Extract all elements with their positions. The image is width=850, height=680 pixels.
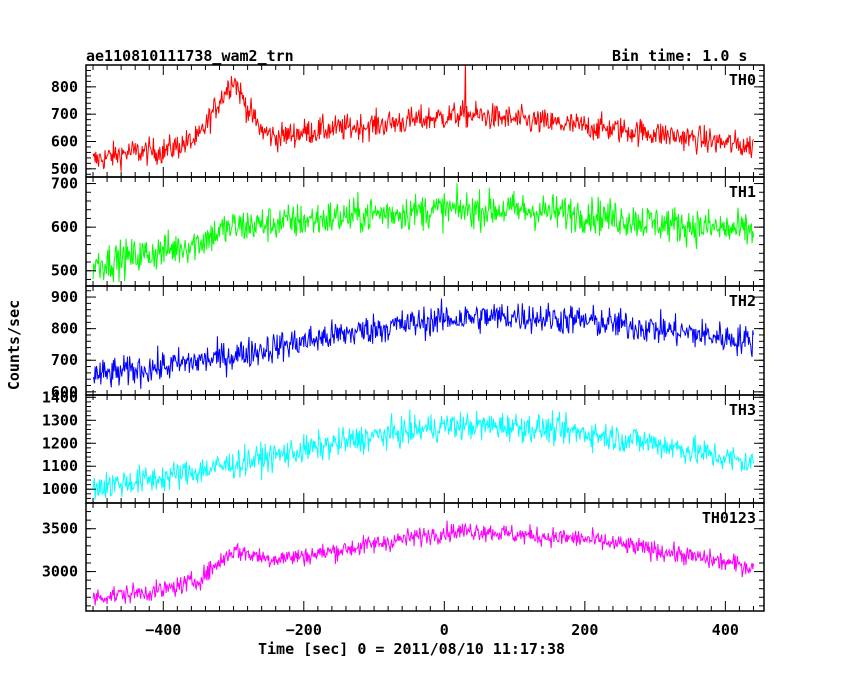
y-tick-label: 700 xyxy=(51,105,78,123)
y-axis-label: Counts/sec xyxy=(5,299,23,391)
series-th2 xyxy=(92,298,754,389)
y-tick-label: 1400 xyxy=(42,388,78,406)
y-tick-label: 700 xyxy=(51,351,78,369)
y-tick-label: 1000 xyxy=(42,480,78,498)
series-th3 xyxy=(92,409,754,500)
chart-title: ae110810111738_wam2_trn xyxy=(86,47,294,65)
y-tick-label: 3500 xyxy=(42,520,78,538)
panel-label-th2: TH2 xyxy=(729,292,756,310)
y-tick-label: 700 xyxy=(51,175,78,193)
y-tick-label: 600 xyxy=(51,383,78,401)
series-th1 xyxy=(92,183,754,283)
y-tick-label: 1300 xyxy=(42,411,78,429)
panel-frame-th0123 xyxy=(85,502,765,612)
y-tick-label: 3000 xyxy=(42,563,78,581)
x-tick-label: −400 xyxy=(145,621,181,639)
y-tick-label: 900 xyxy=(51,288,78,306)
panel-label-th1: TH1 xyxy=(729,183,756,201)
y-tick-label: 1100 xyxy=(42,457,78,475)
panel-label-th0: TH0 xyxy=(729,71,756,89)
x-tick-label: 400 xyxy=(712,621,739,639)
series-th0123 xyxy=(92,520,754,606)
chart-subtitle: Bin time: 1.0 s xyxy=(612,47,748,65)
x-tick-label: 0 xyxy=(440,621,449,639)
panel-label-th0123: TH0123 xyxy=(702,509,756,527)
y-tick-label: 600 xyxy=(51,218,78,236)
x-tick-label: −200 xyxy=(286,621,322,639)
y-tick-label: 800 xyxy=(51,320,78,338)
y-tick-label: 500 xyxy=(51,262,78,280)
panel-label-th3: TH3 xyxy=(729,401,756,419)
y-tick-label: 800 xyxy=(51,78,78,96)
series-th0 xyxy=(92,65,754,172)
x-tick-label: 200 xyxy=(571,621,598,639)
y-tick-label: 500 xyxy=(51,160,78,178)
x-axis-label: Time [sec] 0 = 2011/08/10 11:17:38 xyxy=(258,640,566,658)
y-tick-label: 600 xyxy=(51,132,78,150)
y-tick-label: 1200 xyxy=(42,434,78,452)
